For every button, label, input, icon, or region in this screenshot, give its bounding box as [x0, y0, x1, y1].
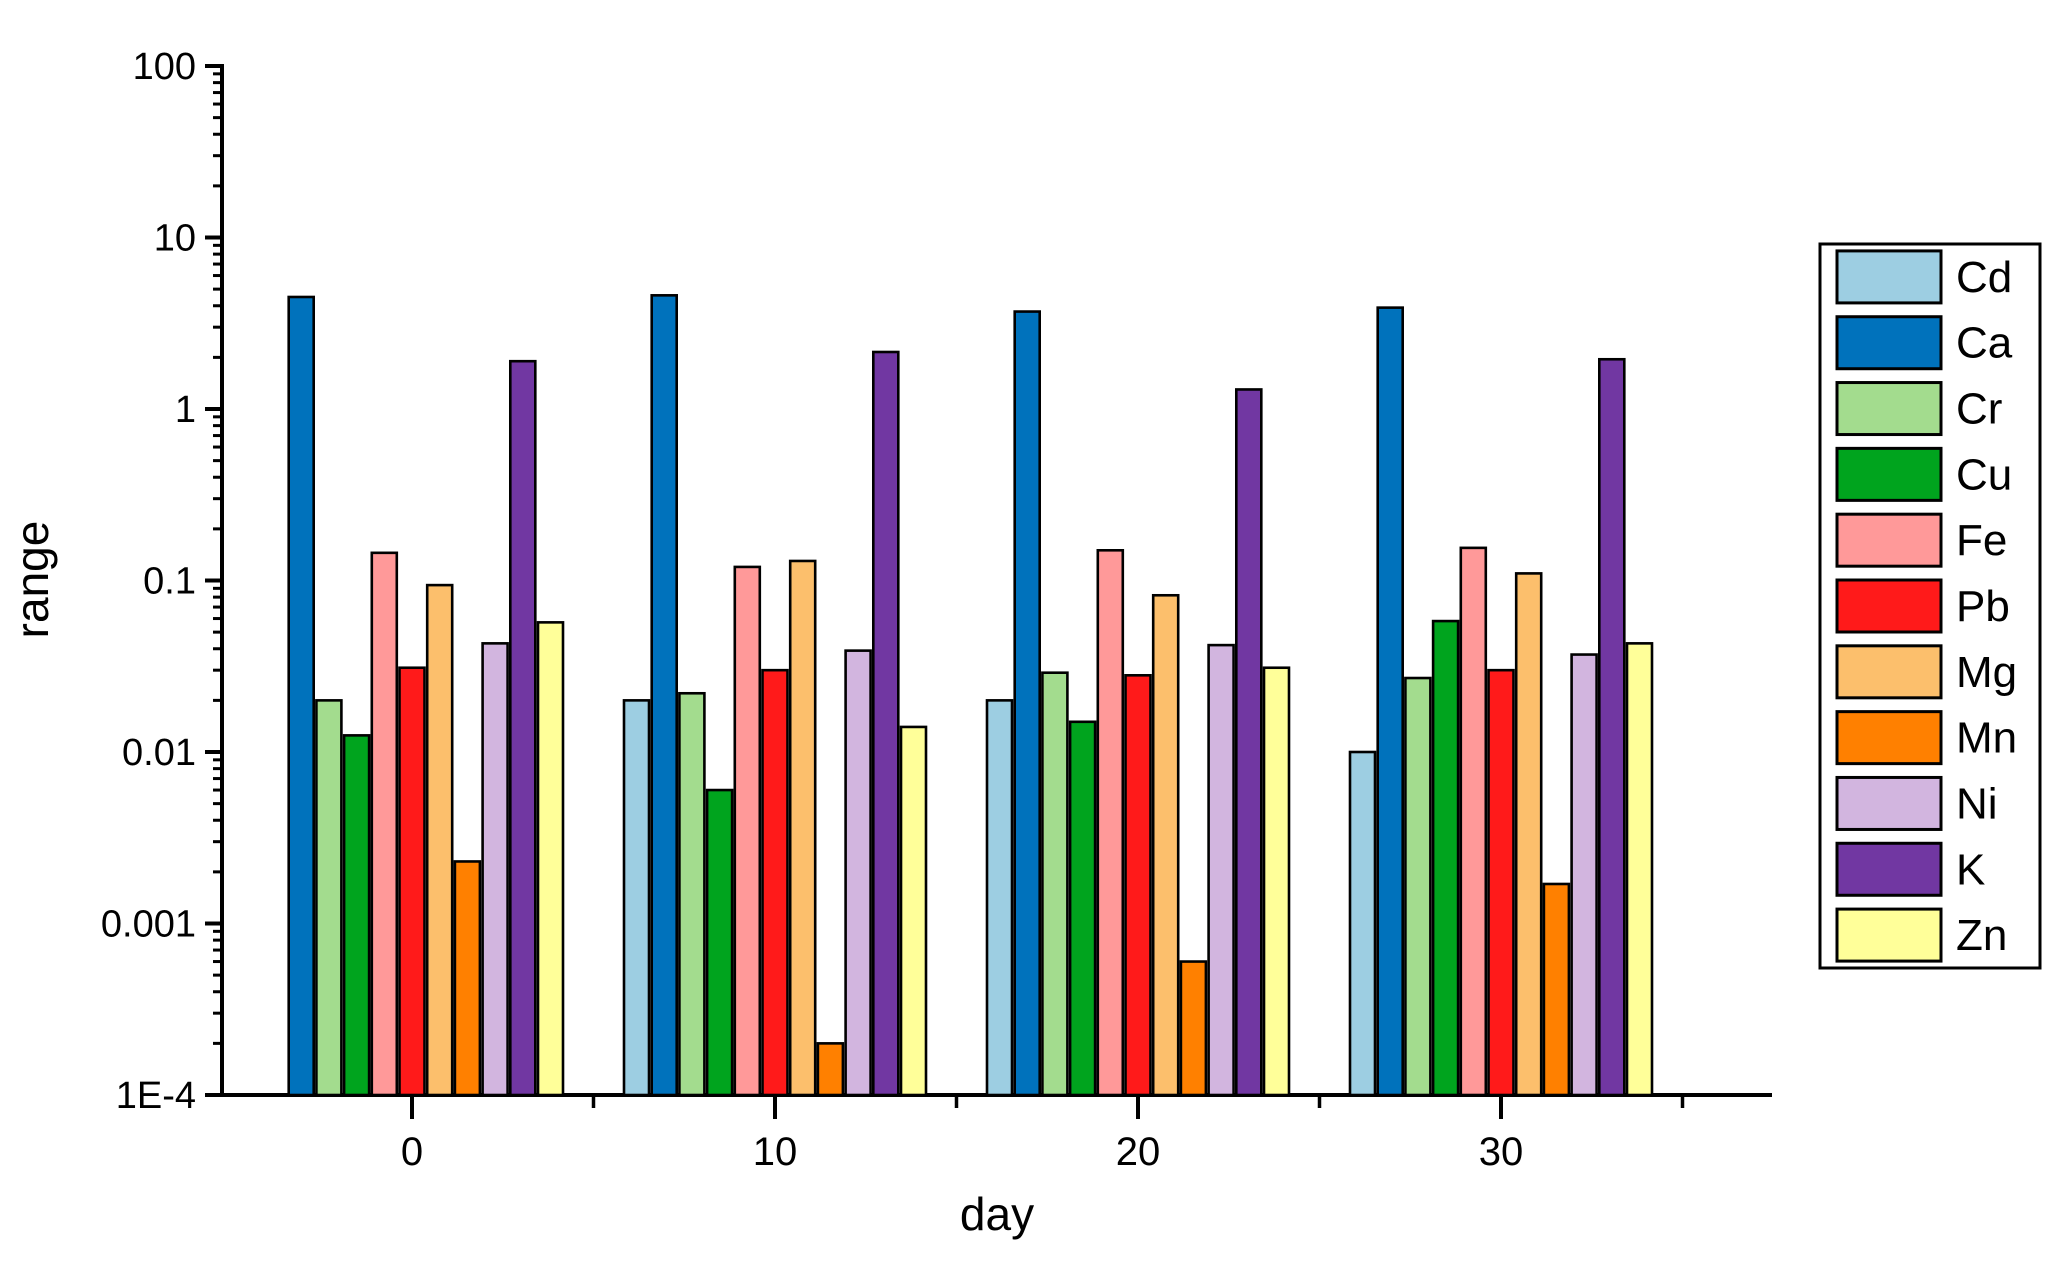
x-tick-label: 20 [1116, 1130, 1161, 1174]
bar-Ni-day10 [844, 649, 872, 1097]
legend-label-Mn: Mn [1956, 714, 2017, 763]
legend-swatch-Cd [1835, 249, 1943, 305]
y-tick-label: 1 [175, 389, 196, 431]
bar-Fe-day10 [733, 565, 762, 1097]
bar-Fe-day20 [1096, 549, 1125, 1097]
legend-swatch-Fe [1835, 512, 1943, 568]
bar-Pb-day0 [398, 666, 426, 1097]
bar-Cu-day30 [1431, 619, 1460, 1097]
bar-Mg-day0 [425, 583, 454, 1097]
legend-swatch-Mn [1835, 710, 1943, 766]
bar-Pb-day30 [1487, 668, 1515, 1097]
bar-Mn-day20 [1179, 960, 1208, 1097]
y-tick-label: 100 [133, 46, 196, 88]
y-tick-label: 10 [154, 218, 196, 260]
bar-Zn-day10 [899, 725, 928, 1097]
bar-Mn-day0 [453, 860, 482, 1097]
bar-Pb-day20 [1124, 674, 1152, 1097]
bar-Ni-day0 [481, 642, 509, 1097]
legend-swatch-Ni [1835, 775, 1943, 831]
y-tick-label: 1E-4 [116, 1075, 196, 1117]
bar-Cr-day20 [1041, 671, 1069, 1097]
bar-Ca-day0 [287, 295, 316, 1097]
bar-Cu-day0 [342, 734, 371, 1097]
bar-Mg-day10 [788, 559, 817, 1097]
bar-Cd-day30 [1348, 750, 1377, 1097]
bar-Cr-day10 [678, 691, 706, 1097]
legend-label-Fe: Fe [1956, 516, 2007, 565]
legend-label-Cd: Cd [1956, 253, 2012, 302]
bar-Cu-day20 [1068, 720, 1097, 1097]
legend-swatch-Cu [1835, 446, 1943, 502]
legend: Cd Ca Cr Cu Fe Pb Mg Mn Ni K Zn [1818, 242, 2042, 970]
x-tick-label: 30 [1479, 1130, 1524, 1174]
bar-Zn-day30 [1625, 642, 1654, 1097]
bar-Fe-day30 [1459, 546, 1488, 1097]
bar-Ca-day30 [1376, 306, 1404, 1097]
bar-Ca-day20 [1013, 310, 1042, 1097]
legend-swatch-Cr [1835, 381, 1943, 437]
bar-Ni-day30 [1570, 653, 1598, 1097]
bar-Cd-day10 [622, 699, 651, 1097]
bar-Cr-day30 [1404, 676, 1432, 1097]
legend-label-Cu: Cu [1956, 450, 2012, 499]
bar-K-day30 [1598, 357, 1626, 1097]
legend-swatch-K [1835, 841, 1943, 897]
bar-Cd-day20 [985, 699, 1014, 1097]
bar-Zn-day0 [536, 621, 565, 1097]
bar-K-day0 [508, 359, 537, 1097]
y-axis-title: range [6, 521, 58, 639]
x-tick-label: 0 [401, 1130, 423, 1174]
y-tick-label: 0.1 [143, 561, 196, 603]
y-tick-label: 0.01 [122, 732, 196, 774]
legend-label-K: K [1956, 845, 1985, 894]
x-tick-label: 10 [753, 1130, 798, 1174]
bar-Mn-day30 [1542, 882, 1571, 1097]
legend-swatch-Zn [1835, 907, 1943, 963]
bars-group [287, 294, 1654, 1097]
legend-label-Ni: Ni [1956, 779, 1998, 828]
legend-swatch-Mg [1835, 644, 1943, 700]
bar-Fe-day0 [370, 551, 399, 1097]
legend-label-Mg: Mg [1956, 648, 2017, 697]
y-tick-label: 0.001 [101, 904, 196, 946]
bar-Ni-day20 [1207, 643, 1235, 1097]
bar-Mn-day10 [816, 1042, 845, 1097]
legend-label-Cr: Cr [1956, 385, 2002, 434]
legend-label-Ca: Ca [1956, 319, 2013, 368]
bar-Mg-day30 [1514, 572, 1543, 1097]
legend-label-Zn: Zn [1956, 911, 2007, 960]
bar-Pb-day10 [761, 668, 789, 1097]
legend-swatch-Pb [1835, 578, 1943, 634]
bar-Cu-day10 [705, 788, 734, 1097]
axis-labels: range day [6, 521, 1034, 1240]
x-axis-title: day [960, 1188, 1034, 1240]
legend-swatch-Ca [1835, 315, 1943, 371]
bar-Cr-day0 [315, 699, 343, 1097]
bar-K-day20 [1235, 388, 1263, 1097]
bar-Mg-day20 [1151, 593, 1180, 1097]
bar-K-day10 [871, 350, 900, 1097]
bar-Ca-day10 [650, 294, 679, 1097]
legend-label-Pb: Pb [1956, 582, 2010, 631]
bar-Zn-day20 [1262, 666, 1291, 1097]
